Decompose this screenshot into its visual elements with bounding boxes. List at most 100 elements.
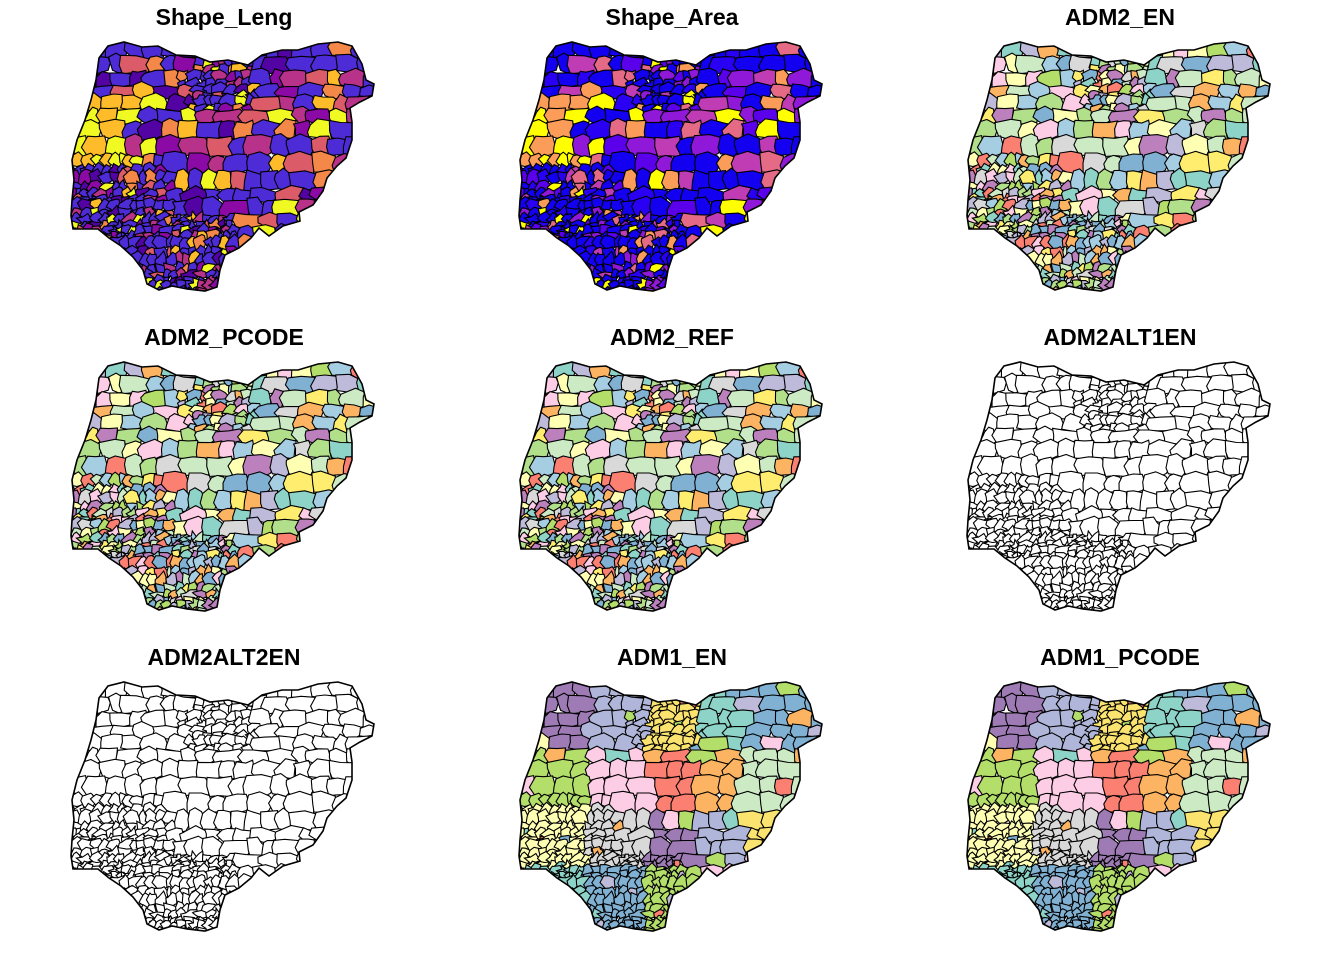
district-polygon <box>803 232 822 256</box>
district-polygon <box>960 292 969 305</box>
district-polygon <box>183 621 196 636</box>
district-polygon <box>1079 301 1092 316</box>
district-polygon <box>150 929 165 931</box>
district-polygon <box>967 549 986 563</box>
district-polygon <box>71 268 87 280</box>
district-polygon <box>71 286 85 291</box>
district-polygon <box>522 42 544 60</box>
district-polygon <box>325 210 342 229</box>
district-polygon <box>70 614 84 625</box>
district-polygon <box>119 590 131 603</box>
district-polygon <box>276 909 305 926</box>
district-polygon <box>350 197 373 219</box>
district-polygon <box>216 277 232 288</box>
district-polygon <box>529 301 539 315</box>
district-polygons <box>70 362 374 637</box>
district-polygon <box>125 926 139 931</box>
district-polygon <box>546 565 565 582</box>
district-polygon <box>559 263 572 279</box>
district-polygon <box>364 167 374 193</box>
district-polygon <box>730 790 763 815</box>
district-polygon <box>339 933 355 951</box>
district-polygon <box>986 605 1001 611</box>
district-polygon <box>580 286 594 291</box>
district-polygon <box>694 791 722 817</box>
district-polygon <box>659 301 669 317</box>
district-polygon <box>94 940 107 954</box>
district-polygon <box>691 682 709 695</box>
district-polygon <box>737 573 769 593</box>
district-polygon <box>799 531 822 550</box>
district-polygon <box>110 927 127 931</box>
district-polygon <box>1207 225 1231 241</box>
district-polygon <box>185 292 194 305</box>
district-polygon <box>204 621 215 637</box>
district-polygon <box>74 362 96 380</box>
district-polygon <box>71 594 85 607</box>
district-polygon <box>251 552 271 578</box>
district-polygon <box>71 889 79 908</box>
district-polygon <box>519 400 540 419</box>
district-polygon <box>110 252 124 267</box>
district-polygon <box>519 272 525 288</box>
district-polygon <box>519 707 531 730</box>
district-polygon <box>644 301 656 314</box>
district-polygon <box>676 594 688 610</box>
district-polygon <box>823 613 853 629</box>
district-polygon <box>801 252 822 274</box>
district-polygon <box>1081 612 1090 625</box>
district-polygon <box>80 907 94 924</box>
district-polygon <box>94 290 110 291</box>
district-polygon <box>176 682 198 699</box>
district-polygon <box>80 885 96 902</box>
district-polygon <box>91 276 105 291</box>
district-polygon <box>99 599 116 611</box>
district-polygon <box>535 303 546 317</box>
district-polygon <box>110 598 126 611</box>
district-polygon <box>372 723 374 740</box>
district-polygon <box>773 530 790 549</box>
district-polygon <box>160 928 175 931</box>
district-polygon <box>522 262 533 279</box>
district-polygon <box>224 885 244 904</box>
district-polygon <box>237 232 256 258</box>
district-polygon <box>683 46 700 63</box>
district-polygon <box>224 245 244 264</box>
district-polygon <box>624 42 646 59</box>
district-polygon <box>169 926 182 931</box>
district-polygon <box>525 290 539 291</box>
district-polygon <box>584 286 598 291</box>
district-polygon <box>802 270 822 285</box>
district-polygon <box>64 932 73 945</box>
district-polygon <box>542 275 558 288</box>
district-polygon <box>216 929 227 931</box>
district-polygon <box>633 292 642 305</box>
district-polygon <box>298 269 322 286</box>
district-polygon <box>519 720 540 739</box>
district-polygon <box>1070 621 1085 635</box>
district-polygon <box>343 234 361 257</box>
district-polygon <box>80 274 92 287</box>
district-polygon <box>762 572 780 596</box>
district-polygon <box>95 583 114 600</box>
district-polygon <box>124 598 137 611</box>
district-polygon <box>808 135 822 160</box>
district-polygon <box>542 300 555 314</box>
district-polygon <box>987 244 1001 263</box>
district-polygon <box>967 555 982 571</box>
district-polygon <box>246 892 272 915</box>
district-polygon <box>327 828 351 843</box>
district-polygon <box>660 42 681 55</box>
district-polygon <box>598 289 613 291</box>
district-polygon <box>358 746 374 765</box>
district-polygon <box>252 908 282 926</box>
district-polygon <box>311 533 330 549</box>
map-panel: ADM2_EN <box>896 0 1344 320</box>
district-polygon <box>109 913 126 927</box>
district-polygon <box>230 252 252 273</box>
district-polygon <box>519 592 525 608</box>
district-polygon <box>960 612 969 625</box>
district-polygon <box>77 918 95 931</box>
district-polygon <box>1015 414 1039 431</box>
district-polygon <box>539 244 553 263</box>
